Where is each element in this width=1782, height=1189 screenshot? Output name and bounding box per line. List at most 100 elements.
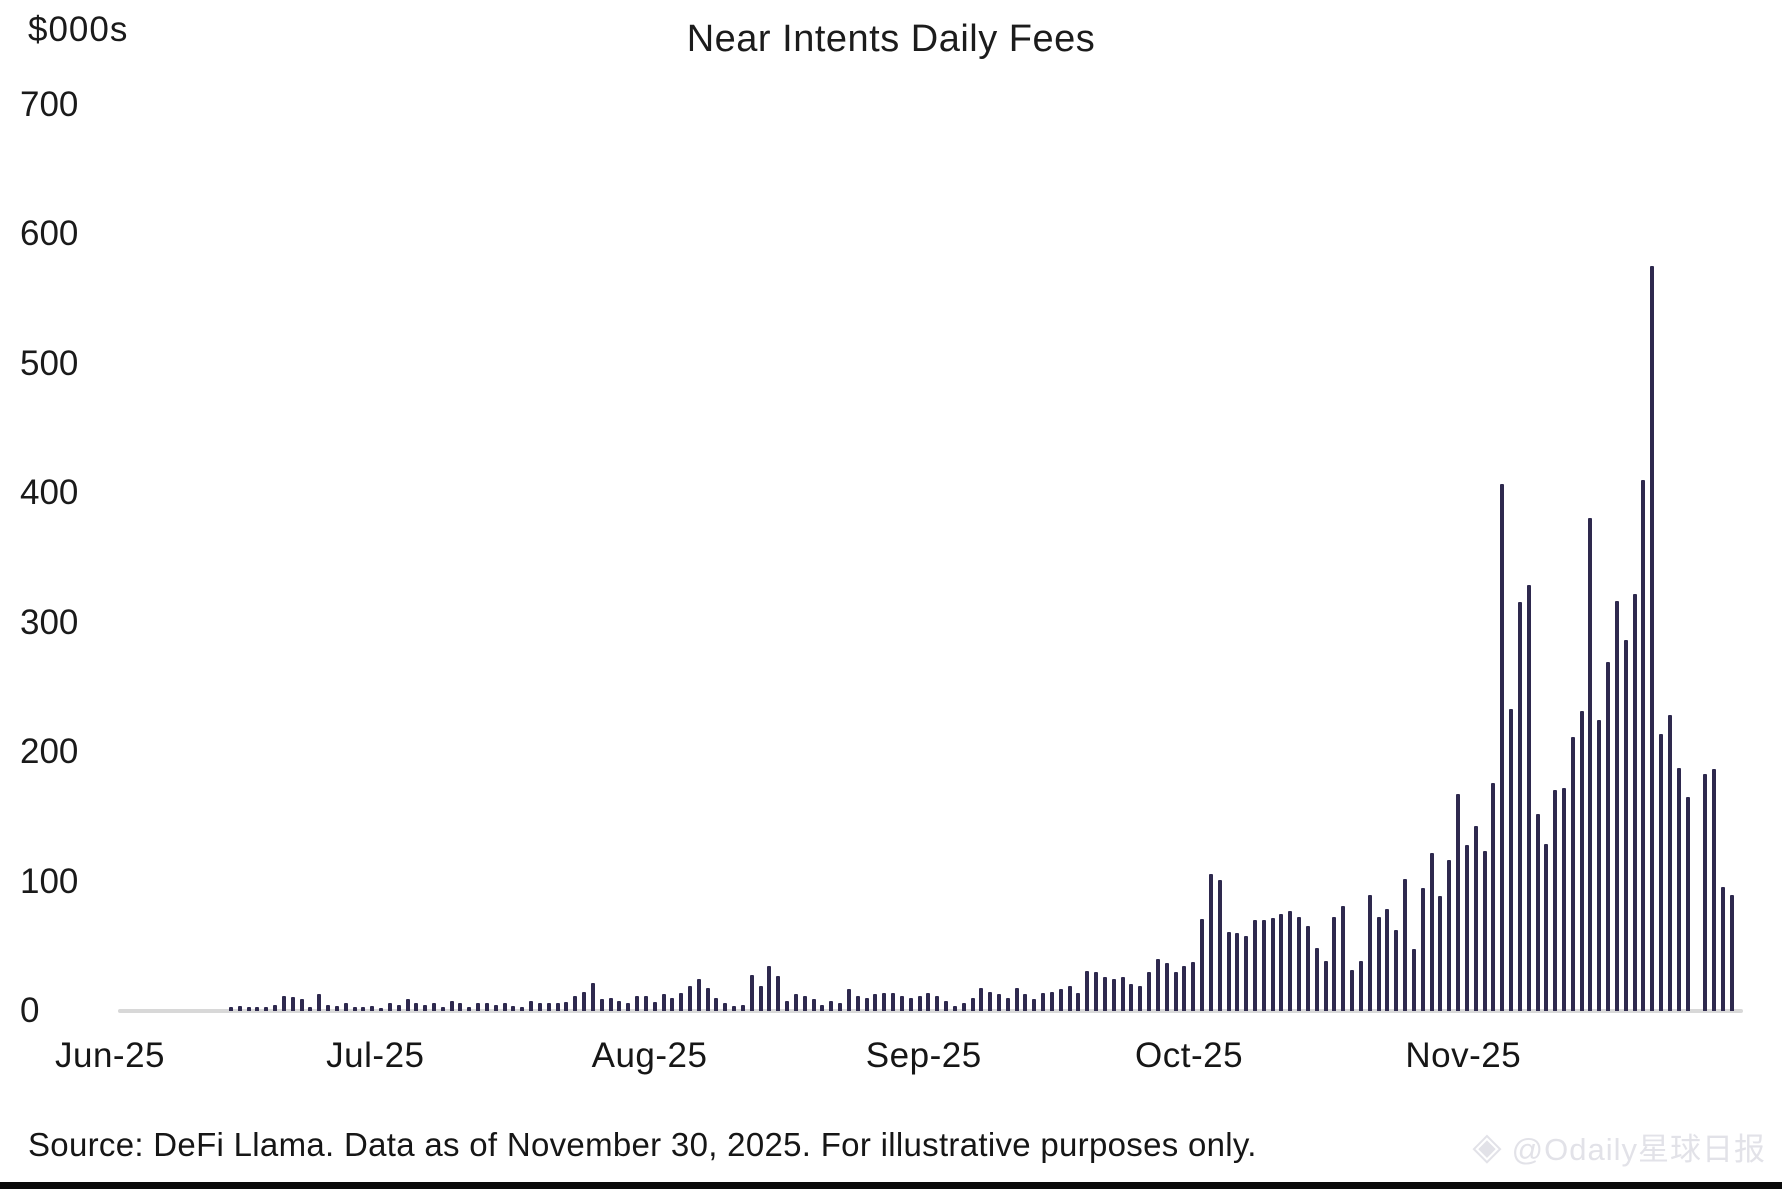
bar [1226,932,1231,1011]
bar [1438,895,1443,1011]
bar [1323,960,1328,1011]
bar [264,1007,269,1011]
bar [546,1003,551,1011]
bar [361,1007,366,1011]
bar [1420,888,1425,1011]
bar [1535,814,1540,1011]
bar [343,1003,348,1011]
bar [1288,911,1293,1011]
bar [944,1000,949,1011]
bar [1473,825,1478,1011]
bar [793,994,798,1011]
bar [882,992,887,1011]
bar [255,1007,260,1011]
bar [1544,844,1549,1011]
bar [1641,480,1646,1011]
bar [352,1007,357,1011]
bar [926,992,931,1011]
bar [1261,920,1266,1011]
bar [1597,719,1602,1011]
bar [1314,947,1319,1011]
bar [290,996,295,1011]
bar [1385,908,1390,1011]
bar [1606,661,1611,1011]
bar [1456,793,1461,1011]
y-tick-label: 300 [20,602,79,642]
bar [952,1005,957,1011]
bar [776,976,781,1011]
bar [493,1004,498,1011]
bar [1067,986,1072,1011]
bar [970,998,975,1011]
x-tick-label: Nov-25 [1405,1036,1522,1075]
bar [1429,853,1434,1011]
bar [1509,709,1514,1011]
bar [511,1005,516,1011]
bar [908,998,913,1011]
bar [899,995,904,1011]
bar [1553,789,1558,1011]
bar [864,998,869,1011]
bar [917,995,922,1011]
bar [996,994,1001,1011]
bar [1129,983,1134,1011]
bar [387,1003,392,1011]
bar [767,965,772,1011]
bar [1341,906,1346,1011]
bar [1270,917,1275,1011]
bar [1023,994,1028,1011]
bar [1588,517,1593,1011]
bar [1120,977,1125,1011]
bar [281,995,286,1011]
bar [988,991,993,1011]
bar [670,998,675,1011]
bar [582,991,587,1011]
bar [370,1005,375,1011]
bar [714,998,719,1011]
bar [608,998,613,1011]
bar [811,999,816,1011]
daily-fee-bars [123,105,1736,1011]
bar [688,986,692,1011]
bar [1014,987,1019,1011]
bar [1155,959,1160,1011]
bar [555,1003,560,1011]
bar [431,1003,436,1011]
bar [458,1003,463,1011]
bar [1217,880,1222,1011]
bar [1561,788,1566,1011]
bar [476,1003,481,1011]
bar [1482,850,1487,1011]
bar [1623,639,1628,1011]
bar [1579,710,1584,1011]
bar [1147,972,1152,1011]
y-tick-label: 600 [20,214,79,254]
bar [1447,859,1452,1011]
bar [396,1004,401,1011]
bar [520,1007,525,1011]
bar [308,1007,313,1011]
bar [1667,714,1672,1011]
bar [573,995,578,1011]
bar [1411,948,1416,1011]
bar [414,1003,419,1011]
bar [1235,933,1240,1011]
bar [643,995,648,1011]
bar [423,1004,428,1011]
bar [802,995,807,1011]
bar [1491,783,1496,1011]
bar [1332,916,1337,1011]
bar [873,994,878,1011]
x-axis-baseline [118,1009,1743,1013]
bar [1253,920,1257,1011]
bar [1394,929,1399,1011]
bar [1403,879,1408,1011]
bar [1182,965,1187,1011]
bar [1076,992,1081,1011]
bar [1517,602,1522,1011]
bar [1200,919,1205,1011]
bar [299,999,304,1011]
bar [661,994,666,1011]
y-tick-label: 100 [20,861,79,901]
